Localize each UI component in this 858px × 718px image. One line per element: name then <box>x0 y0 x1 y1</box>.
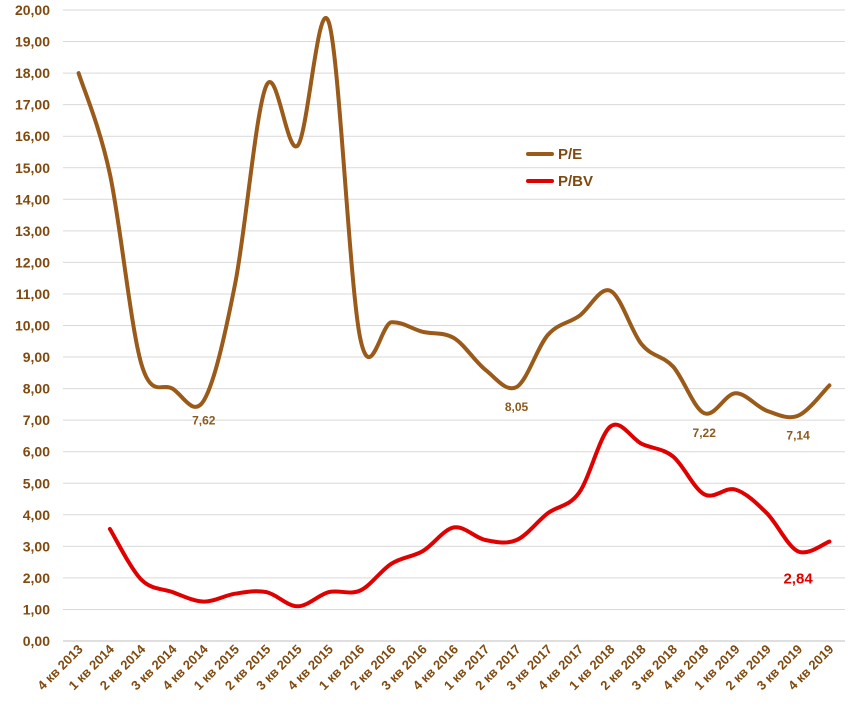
y-tick-label: 8,00 <box>23 381 50 397</box>
y-tick-label: 19,00 <box>15 34 50 50</box>
y-tick-label: 16,00 <box>15 128 50 144</box>
legend: P/E P/BV <box>526 146 593 190</box>
data-labels: 7,62 8,05 7,22 7,14 2,84 <box>192 400 813 587</box>
y-tick-label: 15,00 <box>15 160 50 176</box>
y-tick-label: 5,00 <box>23 475 50 491</box>
y-tick-label: 11,00 <box>16 286 50 302</box>
y-tick-label: 18,00 <box>15 65 50 81</box>
y-tick-label: 10,00 <box>15 318 50 334</box>
data-label: 7,14 <box>786 429 810 443</box>
y-tick-label: 1,00 <box>23 601 50 617</box>
y-tick-label: 7,00 <box>23 412 50 428</box>
data-label: 7,62 <box>192 414 216 428</box>
y-tick-label: 9,00 <box>23 349 50 365</box>
y-tick-label: 3,00 <box>23 538 50 554</box>
y-tick-label: 14,00 <box>15 191 50 207</box>
legend-label: P/E <box>558 146 582 163</box>
gridlines <box>63 9 845 642</box>
series-line-p-e <box>76 16 832 420</box>
y-tick-label: 17,00 <box>15 97 50 113</box>
y-tick-label: 6,00 <box>23 444 50 460</box>
y-tick-label: 4,00 <box>23 507 50 523</box>
y-tick-label: 20,00 <box>15 2 50 18</box>
data-label: 8,05 <box>505 400 529 414</box>
y-tick-label: 13,00 <box>15 223 50 239</box>
data-label: 7,22 <box>693 426 717 440</box>
series-lines <box>76 16 832 609</box>
y-axis-ticks: 0,00 1,00 2,00 3,00 4,00 5,00 6,00 7,00 8,00 9,00… <box>15 2 50 649</box>
series-line-p-bv <box>107 422 832 609</box>
y-tick-label: 12,00 <box>15 254 50 270</box>
legend-label: P/BV <box>558 173 593 190</box>
y-tick-label: 2,00 <box>23 570 50 586</box>
y-tick-label: 0,00 <box>23 633 50 649</box>
data-label: 2,84 <box>783 570 813 587</box>
